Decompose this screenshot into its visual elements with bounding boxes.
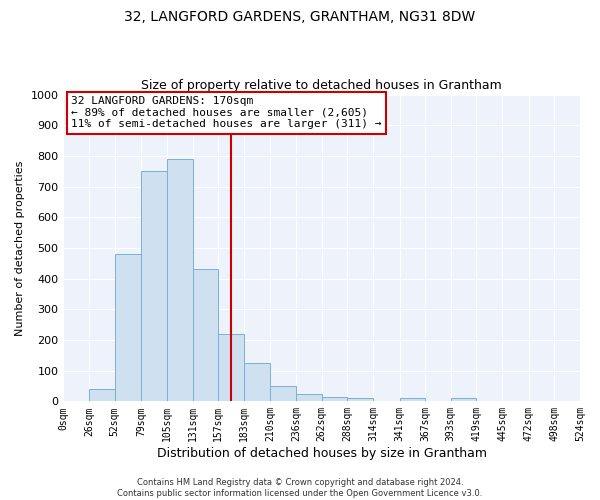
- Bar: [296, 394, 322, 402]
- Text: Contains HM Land Registry data © Crown copyright and database right 2024.
Contai: Contains HM Land Registry data © Crown c…: [118, 478, 482, 498]
- Y-axis label: Number of detached properties: Number of detached properties: [15, 160, 25, 336]
- Bar: [271, 386, 296, 402]
- Bar: [347, 398, 373, 402]
- Bar: [193, 270, 218, 402]
- Text: 32, LANGFORD GARDENS, GRANTHAM, NG31 8DW: 32, LANGFORD GARDENS, GRANTHAM, NG31 8DW: [124, 10, 476, 24]
- Bar: [451, 398, 476, 402]
- Title: Size of property relative to detached houses in Grantham: Size of property relative to detached ho…: [142, 79, 502, 92]
- Text: 32 LANGFORD GARDENS: 170sqm
← 89% of detached houses are smaller (2,605)
11% of : 32 LANGFORD GARDENS: 170sqm ← 89% of det…: [71, 96, 382, 130]
- Bar: [400, 398, 425, 402]
- Bar: [89, 389, 115, 402]
- Bar: [115, 254, 141, 402]
- X-axis label: Distribution of detached houses by size in Grantham: Distribution of detached houses by size …: [157, 447, 487, 460]
- Bar: [167, 159, 193, 402]
- Bar: [141, 171, 167, 402]
- Bar: [218, 334, 244, 402]
- Bar: [244, 363, 271, 402]
- Bar: [322, 396, 347, 402]
